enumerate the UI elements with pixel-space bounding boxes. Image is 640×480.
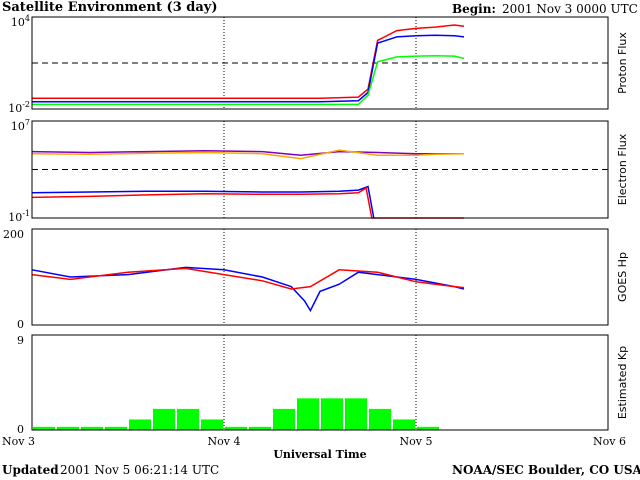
panel-frame bbox=[31, 16, 609, 110]
panel-frame bbox=[31, 334, 609, 431]
kp-bar bbox=[273, 408, 295, 430]
y-tick-label: 0 bbox=[17, 423, 24, 436]
panel-ylabel: Estimated Kp bbox=[616, 346, 629, 419]
series-line-red bbox=[31, 267, 465, 290]
kp-bar bbox=[321, 398, 343, 430]
kp-bar bbox=[393, 419, 415, 430]
y-tick-label: 10-2 bbox=[8, 100, 30, 115]
kp-bar bbox=[153, 408, 175, 430]
kp-bar bbox=[81, 426, 103, 430]
series-line-blue bbox=[31, 185, 375, 219]
panel-0 bbox=[31, 16, 609, 110]
y-tick-label: 200 bbox=[3, 228, 24, 241]
x-tick-label: Nov 3 bbox=[2, 435, 35, 448]
x-axis-label: Universal Time bbox=[273, 448, 366, 461]
updated-label: Updated bbox=[2, 463, 59, 477]
y-tick-label: 10-1 bbox=[8, 209, 30, 224]
chart-title: Satellite Environment (3 day) bbox=[2, 0, 218, 15]
kp-bar bbox=[105, 426, 127, 430]
credit-text: NOAA/SEC Boulder, CO USA bbox=[452, 463, 640, 477]
panel-ylabel: GOES Hp bbox=[616, 252, 629, 302]
updated-value: 2001 Nov 5 06:21:14 UTC bbox=[60, 463, 220, 477]
series-line-red bbox=[32, 24, 465, 100]
panel-ylabel: Proton Flux bbox=[616, 32, 629, 94]
x-tick-label: Nov 4 bbox=[208, 435, 241, 448]
series-line-red bbox=[31, 186, 464, 219]
kp-bar bbox=[345, 398, 367, 430]
kp-bar bbox=[249, 426, 271, 430]
y-tick-label: 107 bbox=[11, 118, 30, 133]
panel-3 bbox=[31, 334, 609, 431]
y-tick-label: 9 bbox=[17, 334, 24, 347]
kp-bar bbox=[57, 426, 79, 430]
kp-bar bbox=[369, 408, 391, 430]
kp-bar bbox=[417, 426, 439, 430]
series-line-purple bbox=[31, 150, 464, 156]
kp-bar bbox=[177, 408, 199, 430]
kp-bar bbox=[129, 419, 151, 430]
kp-bar bbox=[225, 426, 247, 430]
y-tick-label: 104 bbox=[11, 14, 30, 29]
series-line-orange bbox=[31, 149, 465, 160]
panel-ylabel: Electron Flux bbox=[616, 133, 629, 205]
kp-bar bbox=[297, 398, 319, 430]
x-tick-label: Nov 5 bbox=[400, 435, 433, 448]
begin-value: 2001 Nov 3 0000 UTC bbox=[502, 2, 638, 16]
y-tick-label: 0 bbox=[17, 318, 24, 331]
panel-frame bbox=[31, 228, 609, 326]
begin-label: Begin: bbox=[452, 2, 496, 16]
series-line-green bbox=[32, 54, 465, 106]
series-line-blue bbox=[31, 266, 465, 313]
kp-bar bbox=[201, 419, 223, 430]
panel-1 bbox=[31, 120, 609, 219]
series-line-blue bbox=[32, 34, 465, 103]
panel-frame bbox=[31, 120, 609, 219]
panel-2 bbox=[31, 228, 609, 326]
x-tick-label: Nov 6 bbox=[593, 435, 626, 448]
kp-bar bbox=[33, 426, 55, 430]
